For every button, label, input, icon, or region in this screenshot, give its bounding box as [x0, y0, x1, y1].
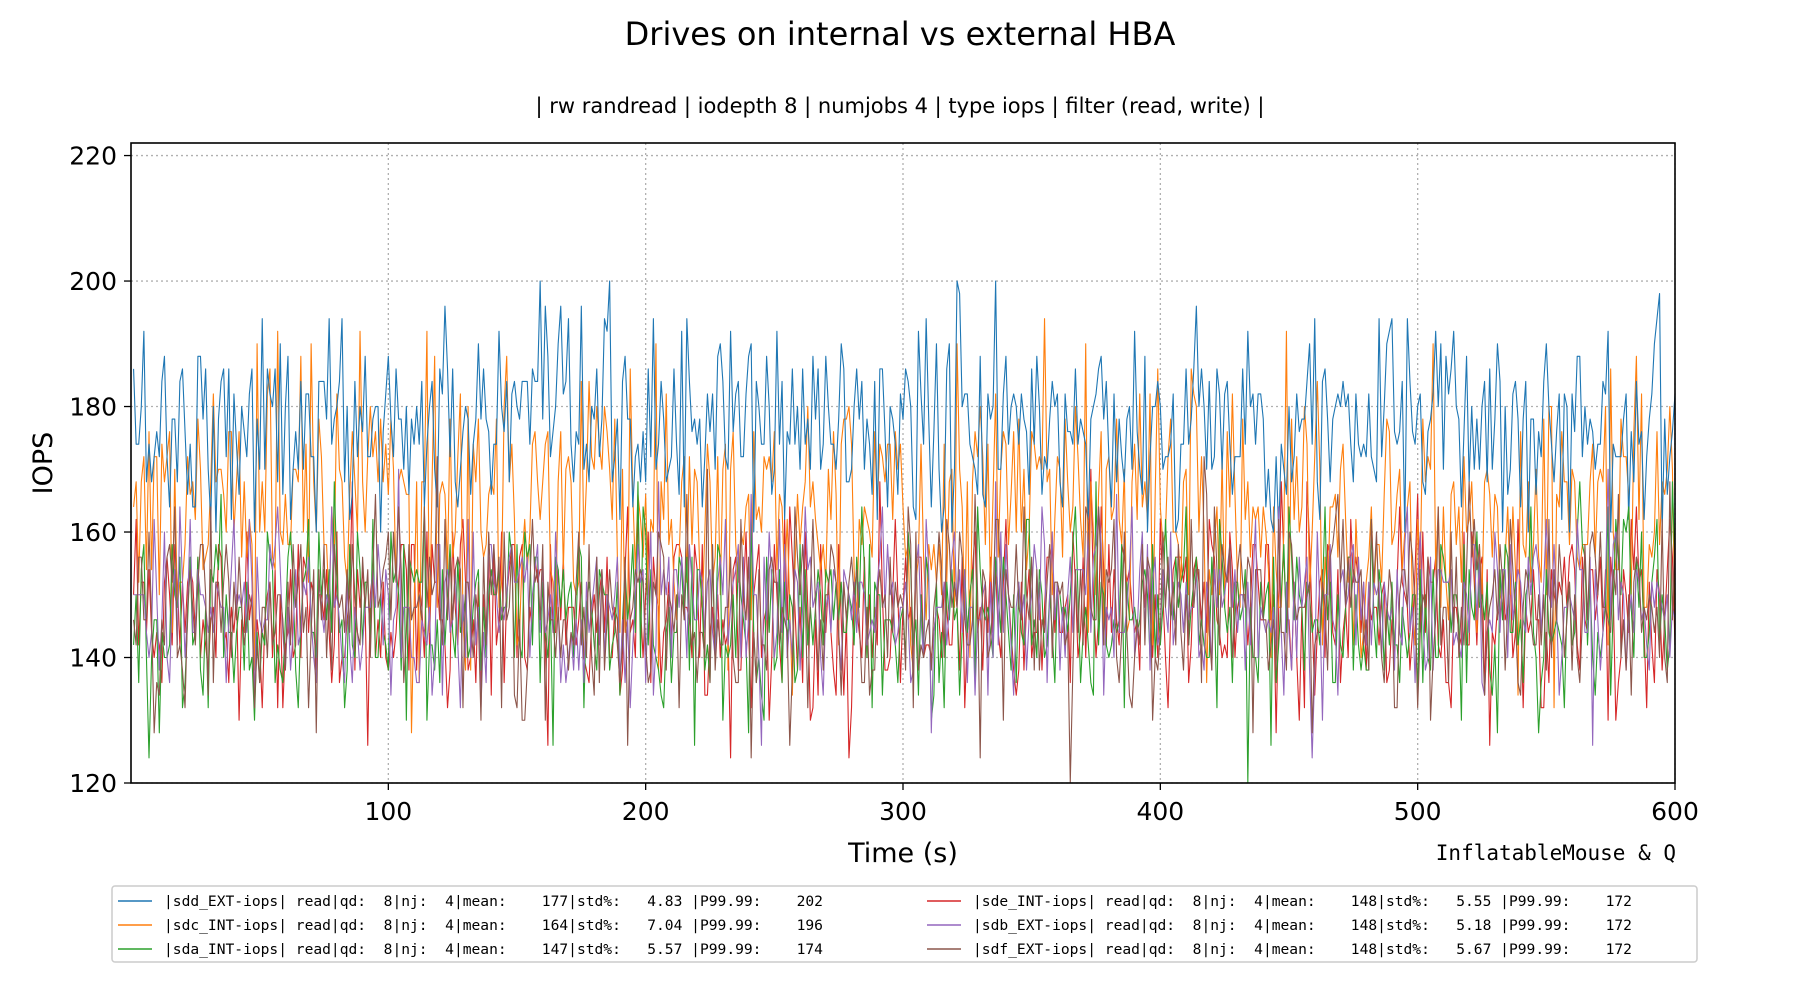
x-tick-label: 600 [1651, 797, 1699, 826]
chart-subtitle: | rw randread | iodepth 8 | numjobs 4 | … [536, 94, 1265, 119]
x-tick-label: 300 [879, 797, 927, 826]
series-lines [133, 280, 1675, 783]
series-line-4 [133, 468, 1675, 759]
legend-entry: |sdd_EXT-iops| read|qd: 8|nj: 4|mean: 17… [164, 893, 823, 910]
y-tick-label: 160 [69, 518, 117, 547]
series-line-0 [133, 280, 1675, 533]
x-tick-label: 200 [622, 797, 670, 826]
legend-entry: |sdb_EXT-iops| read|qd: 8|nj: 4|mean: 14… [973, 917, 1632, 934]
x-tick-label: 500 [1394, 797, 1442, 826]
y-tick-label: 180 [69, 393, 117, 422]
x-tick-label: 100 [364, 797, 412, 826]
series-line-1 [133, 318, 1675, 734]
legend: |sdd_EXT-iops| read|qd: 8|nj: 4|mean: 17… [111, 885, 1698, 963]
credit-text: InflatableMouse & Q [1436, 841, 1676, 865]
y-axis-label: IOPS [28, 432, 59, 495]
legend-entry: |sdf_EXT-iops| read|qd: 8|nj: 4|mean: 14… [973, 941, 1632, 958]
y-tick-label: 140 [69, 644, 117, 673]
y-axis: 120 140 160 180 200 220 [69, 142, 131, 798]
x-axis-label: Time (s) [847, 838, 958, 869]
chart-title: Drives on internal vs external HBA [625, 15, 1176, 53]
y-tick-label: 120 [69, 769, 117, 798]
y-tick-label: 220 [69, 142, 117, 171]
legend-entry: |sda_INT-iops| read|qd: 8|nj: 4|mean: 14… [164, 941, 823, 958]
legend-entry: |sde_INT-iops| read|qd: 8|nj: 4|mean: 14… [973, 893, 1632, 910]
x-tick-label: 400 [1136, 797, 1184, 826]
legend-frame [111, 885, 1698, 963]
series-line-3 [133, 468, 1675, 759]
y-tick-label: 200 [69, 267, 117, 296]
legend-entry: |sdc_INT-iops| read|qd: 8|nj: 4|mean: 16… [164, 917, 823, 934]
x-axis: 100 200 300 400 500 600 [364, 783, 1699, 826]
series-line-5 [133, 456, 1675, 783]
